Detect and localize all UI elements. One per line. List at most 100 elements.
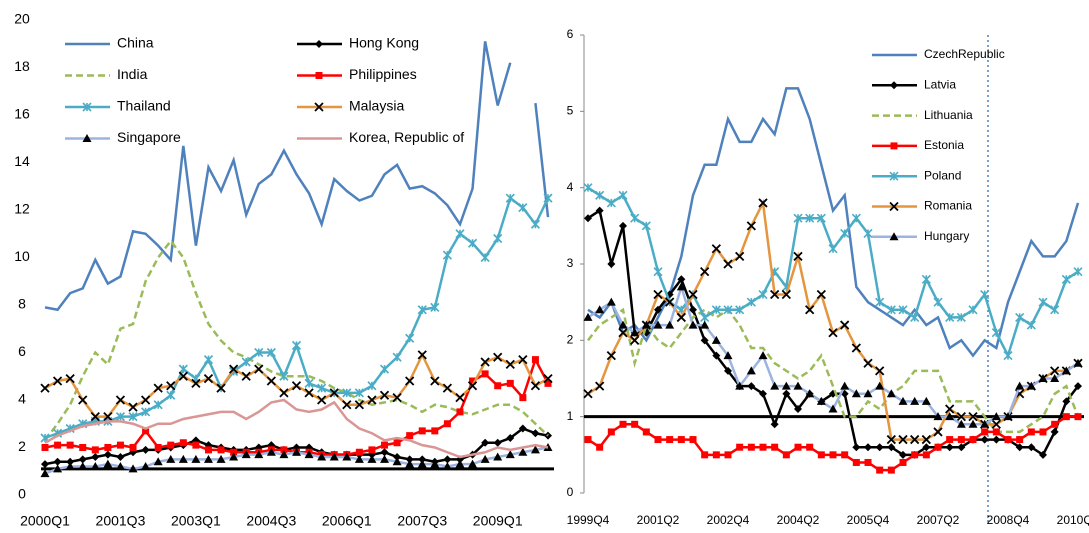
point — [840, 381, 850, 390]
point — [793, 251, 803, 262]
point — [467, 381, 478, 391]
point — [367, 395, 377, 405]
point — [381, 441, 389, 449]
point — [688, 289, 698, 300]
y-tick-label: 8 — [18, 296, 26, 312]
point — [956, 419, 966, 428]
point — [241, 371, 251, 381]
point — [518, 424, 527, 433]
point — [700, 266, 710, 277]
point — [254, 364, 264, 374]
point — [518, 447, 528, 456]
point — [969, 436, 977, 444]
point — [875, 443, 884, 452]
point — [543, 193, 553, 203]
x-tick-label: 2004Q2 — [777, 513, 820, 527]
x-tick-label: 2004Q3 — [246, 513, 296, 529]
point — [665, 320, 675, 329]
point — [1062, 397, 1071, 406]
point — [676, 312, 686, 323]
point — [354, 454, 364, 463]
point — [991, 328, 1001, 338]
point — [291, 340, 302, 350]
point — [758, 289, 768, 300]
point — [116, 453, 125, 461]
point — [817, 451, 825, 459]
point — [354, 400, 365, 410]
point — [468, 459, 478, 468]
point — [53, 457, 62, 466]
point — [191, 378, 201, 389]
point — [723, 259, 733, 269]
point — [700, 320, 710, 329]
point — [852, 458, 860, 466]
point — [631, 420, 639, 428]
series-line — [44, 41, 550, 312]
point — [543, 373, 553, 384]
point — [519, 394, 527, 402]
y-tick-label: 4 — [18, 391, 26, 407]
point — [1074, 413, 1082, 421]
point — [393, 439, 401, 447]
point — [1039, 428, 1047, 436]
point — [886, 389, 896, 398]
point — [216, 454, 226, 463]
point — [991, 412, 1001, 421]
point — [506, 434, 515, 442]
point — [154, 444, 162, 451]
point — [735, 305, 745, 315]
point — [886, 305, 896, 315]
point — [956, 412, 966, 422]
point — [889, 232, 899, 241]
point — [851, 343, 861, 353]
point — [898, 396, 908, 405]
point — [417, 350, 427, 360]
point — [828, 328, 838, 338]
point — [380, 448, 389, 457]
x-tick-label: 2010Q2 — [1057, 513, 1089, 527]
point — [653, 289, 663, 300]
point — [531, 429, 540, 438]
point — [480, 252, 490, 263]
point — [863, 228, 873, 239]
point — [342, 400, 352, 410]
point — [828, 404, 838, 413]
legend-label: CzechRepublic — [924, 47, 1005, 61]
point — [595, 305, 605, 314]
point — [781, 289, 791, 300]
point — [115, 395, 126, 405]
point — [279, 450, 289, 459]
point — [910, 312, 920, 322]
point — [945, 412, 955, 421]
point — [178, 454, 188, 463]
point — [329, 452, 339, 461]
point — [418, 455, 427, 464]
legend-label: Lithuania — [924, 108, 973, 122]
point — [992, 428, 1000, 436]
point — [54, 441, 62, 449]
point — [418, 427, 426, 435]
point — [417, 305, 427, 315]
point — [317, 395, 327, 405]
point — [1051, 420, 1059, 428]
x-tick-label: 2008Q4 — [987, 513, 1030, 527]
point — [280, 446, 288, 454]
y-tick-label: 6 — [18, 343, 26, 359]
legend-label: Poland — [924, 168, 961, 182]
point — [630, 213, 640, 223]
point — [890, 81, 898, 90]
point — [178, 371, 188, 381]
x-tick-label: 2000Q1 — [20, 513, 70, 529]
point — [304, 450, 314, 459]
point — [443, 420, 451, 428]
point — [203, 355, 214, 365]
point — [480, 454, 490, 463]
point — [1073, 267, 1083, 277]
point — [701, 451, 709, 459]
point — [700, 312, 710, 322]
point — [782, 389, 791, 398]
legend-label: China — [117, 35, 154, 51]
point — [317, 452, 327, 461]
point — [712, 351, 721, 360]
